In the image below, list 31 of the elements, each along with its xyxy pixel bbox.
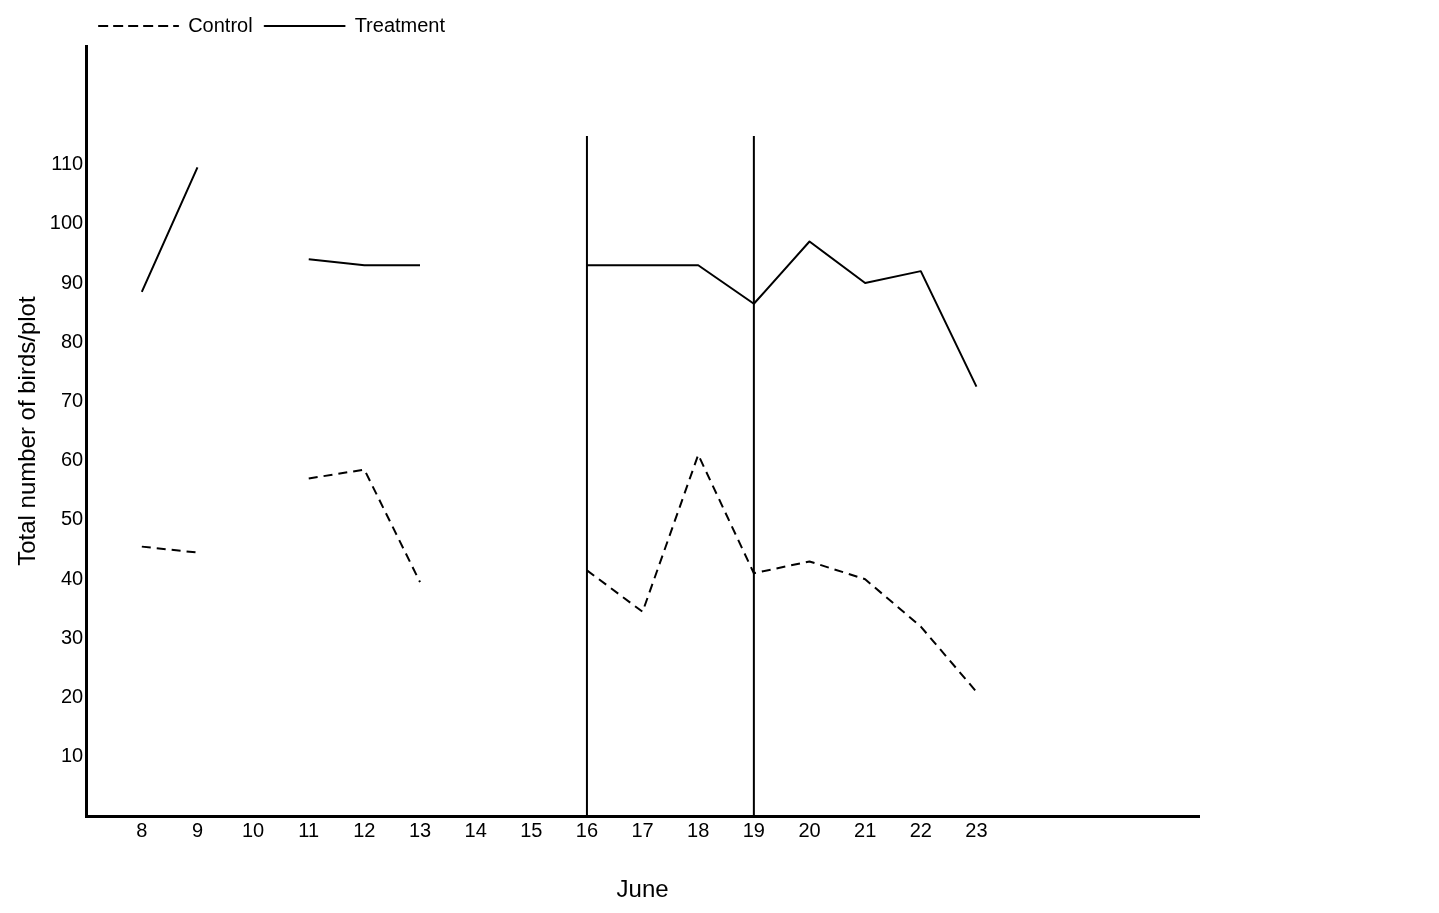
x-tick-label: 17	[631, 818, 654, 841]
x-tick-label: 15	[520, 818, 543, 841]
x-tick-label: 12	[353, 818, 376, 841]
x-tick-label: 8	[136, 818, 148, 841]
y-tick-label: 90	[60, 270, 84, 293]
x-tick-label: 10	[241, 818, 265, 841]
y-tick-label: 50	[60, 507, 84, 530]
y-tick-label: 110	[51, 152, 84, 175]
y-tick-label: 70	[60, 388, 84, 411]
x-tick-label: 9	[191, 818, 204, 841]
y-tick-label: 30	[60, 625, 84, 648]
x-axis-title: June	[616, 875, 669, 903]
y-tick-label: 40	[60, 566, 84, 589]
legend-label: Treatment	[354, 13, 446, 36]
x-tick-label: 18	[687, 818, 710, 841]
x-tick-label: 16	[575, 818, 599, 841]
y-tick-label: 80	[60, 329, 84, 352]
x-tick-label: 13	[408, 818, 432, 841]
y-axis-title: Total number of birds/plot	[13, 296, 41, 566]
x-tick-label: 19	[742, 818, 765, 841]
y-tick-label: 60	[60, 448, 84, 471]
x-tick-label: 14	[464, 818, 487, 841]
x-tick-label: 21	[854, 818, 877, 841]
y-tick-label: 10	[60, 744, 84, 767]
x-tick-label: 11	[298, 818, 320, 841]
x-tick-label: 23	[965, 818, 988, 841]
y-tick-label: 20	[60, 685, 84, 708]
y-tick-label: 100	[49, 211, 84, 234]
x-tick-label: 22	[909, 818, 932, 841]
legend-label: Control	[188, 13, 253, 36]
x-tick-label: 20	[798, 818, 821, 841]
